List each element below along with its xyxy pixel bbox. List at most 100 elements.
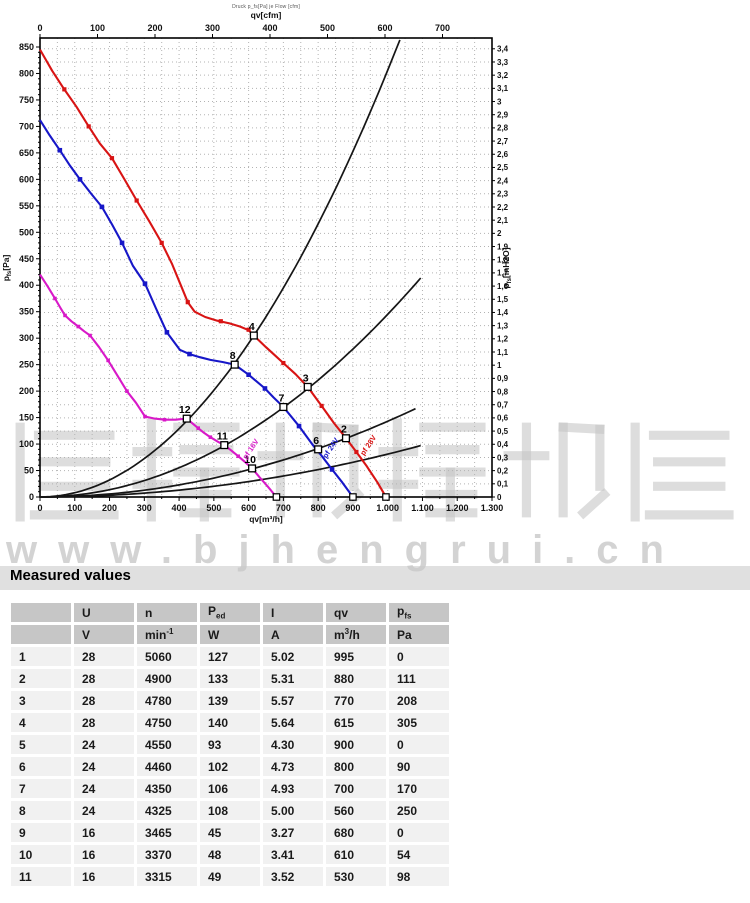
- table-cell: 24: [74, 757, 134, 776]
- bottom-axis-title: qv[m³/h]: [249, 514, 283, 524]
- table-cell: V: [74, 625, 134, 644]
- svg-text:0,1: 0,1: [497, 480, 509, 489]
- marker-24V: [142, 281, 148, 286]
- table-row: 3 28 4780 139 5.57 770 208: [11, 691, 449, 710]
- table-cell: 0: [389, 735, 449, 754]
- table-cell: 98: [389, 867, 449, 886]
- table-cell: 900: [326, 735, 386, 754]
- table-row: 10 16 3370 48 3.41 610 54: [11, 845, 449, 864]
- table-cell: 250: [389, 801, 449, 820]
- table-cell: 4900: [137, 669, 197, 688]
- marker-24V: [164, 330, 170, 335]
- marker-28V: [319, 403, 324, 409]
- table-cell: 90: [389, 757, 449, 776]
- curve-16V: [39, 274, 278, 498]
- svg-text:3,1: 3,1: [497, 84, 509, 93]
- marker-24V: [296, 423, 302, 429]
- operating-point-10: [248, 464, 257, 473]
- table-cell: 3.41: [263, 845, 323, 864]
- operating-point-label-6: 6: [313, 435, 319, 447]
- svg-text:2,4: 2,4: [497, 176, 509, 185]
- marker-24V: [329, 467, 335, 472]
- table-cell: 700: [326, 779, 386, 798]
- svg-text:500: 500: [19, 227, 34, 237]
- operating-point-4: [249, 331, 258, 340]
- table-cell: 4: [11, 713, 71, 732]
- svg-text:2,3: 2,3: [497, 190, 509, 199]
- svg-text:600: 600: [377, 23, 392, 33]
- svg-text:3: 3: [497, 97, 502, 106]
- table-row: 9 16 3465 45 3.27 680 0: [11, 823, 449, 842]
- operating-point-12: [182, 414, 191, 423]
- right-axis-title: pfs[inH2O]: [501, 247, 513, 288]
- svg-text:700: 700: [435, 23, 450, 33]
- table-cell: 4350: [137, 779, 197, 798]
- table-cell: 48: [200, 845, 260, 864]
- marker-28V: [246, 327, 251, 332]
- operating-point-label-10: 10: [244, 454, 256, 466]
- fan-performance-chart: 0 50 100 150 200 250 300 350 400 450 500 550 600 650 7…: [0, 0, 520, 535]
- marker-24V: [99, 204, 105, 210]
- table-cell: W: [200, 625, 260, 644]
- svg-text:800: 800: [311, 503, 326, 513]
- table-row: 1 28 5060 127 5.02 995 0: [11, 647, 449, 666]
- operating-point-6: [314, 445, 323, 454]
- operating-point-8: [230, 360, 239, 369]
- marker-28V: [185, 300, 190, 305]
- table-cell: n: [137, 603, 197, 622]
- table-cell: 28: [74, 691, 134, 710]
- svg-text:0: 0: [29, 492, 34, 502]
- table-cell: 16: [74, 867, 134, 886]
- table-cell: min-1: [137, 625, 197, 644]
- table-cell: pfs: [389, 603, 449, 622]
- marker-24V: [57, 147, 63, 153]
- svg-text:1,3: 1,3: [497, 321, 509, 330]
- table-cell: 5: [11, 735, 71, 754]
- operating-point-label-2: 2: [341, 424, 347, 436]
- svg-text:0,3: 0,3: [497, 453, 509, 462]
- marker-24V: [262, 386, 268, 391]
- table-row: 8 24 4325 108 5.00 560 250: [11, 801, 449, 820]
- svg-text:1: 1: [497, 361, 502, 370]
- marker-16V: [63, 313, 67, 318]
- table-cell: 3.27: [263, 823, 323, 842]
- svg-text:800: 800: [19, 68, 34, 78]
- svg-text:400: 400: [262, 23, 277, 33]
- marker-16V: [196, 426, 200, 430]
- table-cell: 2: [11, 669, 71, 688]
- table-cell: 995: [326, 647, 386, 666]
- table-cell: 5060: [137, 647, 197, 666]
- svg-text:2,6: 2,6: [497, 150, 509, 159]
- table-cell: 5.64: [263, 713, 323, 732]
- svg-text:300: 300: [205, 23, 220, 33]
- svg-text:1.000: 1.000: [376, 503, 399, 513]
- svg-text:0,6: 0,6: [497, 414, 509, 423]
- table-cell: 615: [326, 713, 386, 732]
- table-cell: 54: [389, 845, 449, 864]
- svg-text:1,6: 1,6: [497, 282, 509, 291]
- svg-text:0,8: 0,8: [497, 387, 509, 396]
- svg-text:2,1: 2,1: [497, 216, 509, 225]
- table-cell: 3465: [137, 823, 197, 842]
- svg-text:900: 900: [345, 503, 360, 513]
- svg-text:200: 200: [102, 503, 117, 513]
- marker-24V: [246, 372, 251, 378]
- table-cell: 3.52: [263, 867, 323, 886]
- table-row: 2 28 4900 133 5.31 880 111: [11, 669, 449, 688]
- marker-28V: [62, 87, 67, 92]
- svg-text:1,1: 1,1: [497, 348, 509, 357]
- svg-text:700: 700: [19, 121, 34, 131]
- operating-point-3: [303, 382, 312, 391]
- marker-28V: [134, 198, 139, 203]
- svg-text:2,5: 2,5: [497, 163, 509, 172]
- table-cell: 5.57: [263, 691, 323, 710]
- table-cell: 4460: [137, 757, 197, 776]
- curve-label-pf-24V: pf 24V: [321, 436, 341, 460]
- left-axis-title: pfs[Pa]: [1, 255, 13, 282]
- operating-point-label-8: 8: [230, 350, 236, 362]
- svg-text:2,9: 2,9: [497, 111, 509, 120]
- marker-24V: [187, 351, 192, 357]
- marker-16V: [143, 414, 147, 419]
- svg-text:500: 500: [206, 503, 221, 513]
